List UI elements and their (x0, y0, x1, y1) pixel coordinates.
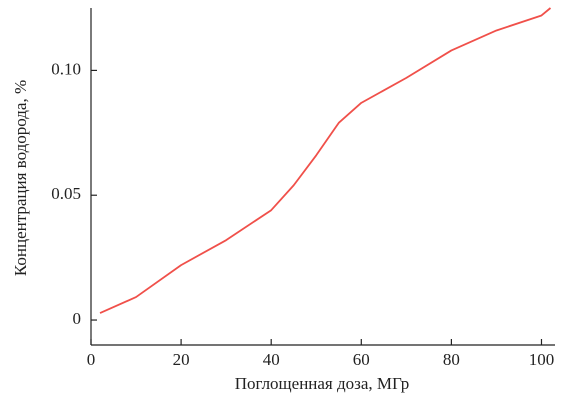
x-tick-label: 60 (353, 350, 370, 369)
x-tick-label: 20 (173, 350, 190, 369)
y-axis-label: Концентрация водорода, % (11, 80, 30, 276)
x-tick-label: 0 (87, 350, 96, 369)
x-tick-label: 100 (529, 350, 555, 369)
y-tick-label: 0 (73, 309, 82, 328)
x-axis-label: Поглощенная доза, МГр (235, 374, 410, 393)
y-tick-label: 0.10 (51, 59, 81, 78)
x-tick-label: 40 (263, 350, 280, 369)
y-tick-label: 0.05 (51, 184, 81, 203)
line (99, 7, 552, 314)
x-tick-label: 80 (443, 350, 460, 369)
